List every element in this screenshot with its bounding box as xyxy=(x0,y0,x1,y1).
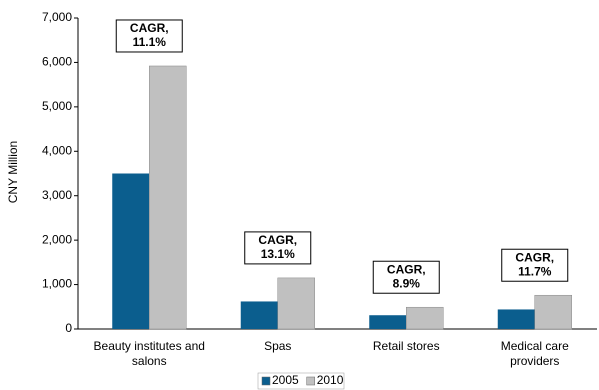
annotation-box xyxy=(115,19,183,53)
x-tick-label: salons xyxy=(132,354,167,368)
legend-label: 2010 xyxy=(317,373,344,387)
x-tick-label: Beauty institutes and xyxy=(94,339,205,353)
y-axis-label: CNY Million xyxy=(6,141,20,203)
y-tick-label: 1,000 xyxy=(42,277,72,291)
annotation: 8.9% xyxy=(393,276,421,290)
annotation: 13.1% xyxy=(261,247,295,261)
bar xyxy=(112,173,150,329)
x-tick-label: providers xyxy=(510,354,559,368)
annotation-box xyxy=(501,248,569,282)
bar xyxy=(534,294,572,330)
y-tick-label: 3,000 xyxy=(42,188,72,202)
annotation-box xyxy=(244,231,312,265)
x-tick-label: Spas xyxy=(264,339,291,353)
annotation: CAGR, xyxy=(387,262,426,276)
annotation: 11.7% xyxy=(518,264,552,278)
legend-swatch xyxy=(261,376,271,386)
bar xyxy=(149,65,187,330)
legend-swatch xyxy=(306,376,315,386)
x-tick-label: Retail stores xyxy=(373,339,440,353)
y-tick-label: 2,000 xyxy=(42,232,72,246)
legend-frame xyxy=(257,372,345,390)
y-tick-label: 6,000 xyxy=(42,55,72,69)
annotation: CAGR, xyxy=(258,233,297,247)
x-tick-label: Medical care xyxy=(501,339,569,353)
annotation-box xyxy=(372,260,440,294)
annotation: CAGR, xyxy=(515,250,554,264)
y-tick-label: 0 xyxy=(65,321,72,335)
bar xyxy=(406,306,444,330)
annotation: CAGR, xyxy=(130,21,169,35)
bar xyxy=(497,309,535,329)
bar xyxy=(240,301,278,329)
annotation: 11.1% xyxy=(133,35,167,49)
y-tick-label: 5,000 xyxy=(42,99,72,113)
legend-label: 2005 xyxy=(272,373,299,387)
y-tick-label: 7,000 xyxy=(42,10,72,24)
y-tick-label: 4,000 xyxy=(42,143,72,157)
bar xyxy=(369,315,407,329)
bar xyxy=(277,277,315,330)
